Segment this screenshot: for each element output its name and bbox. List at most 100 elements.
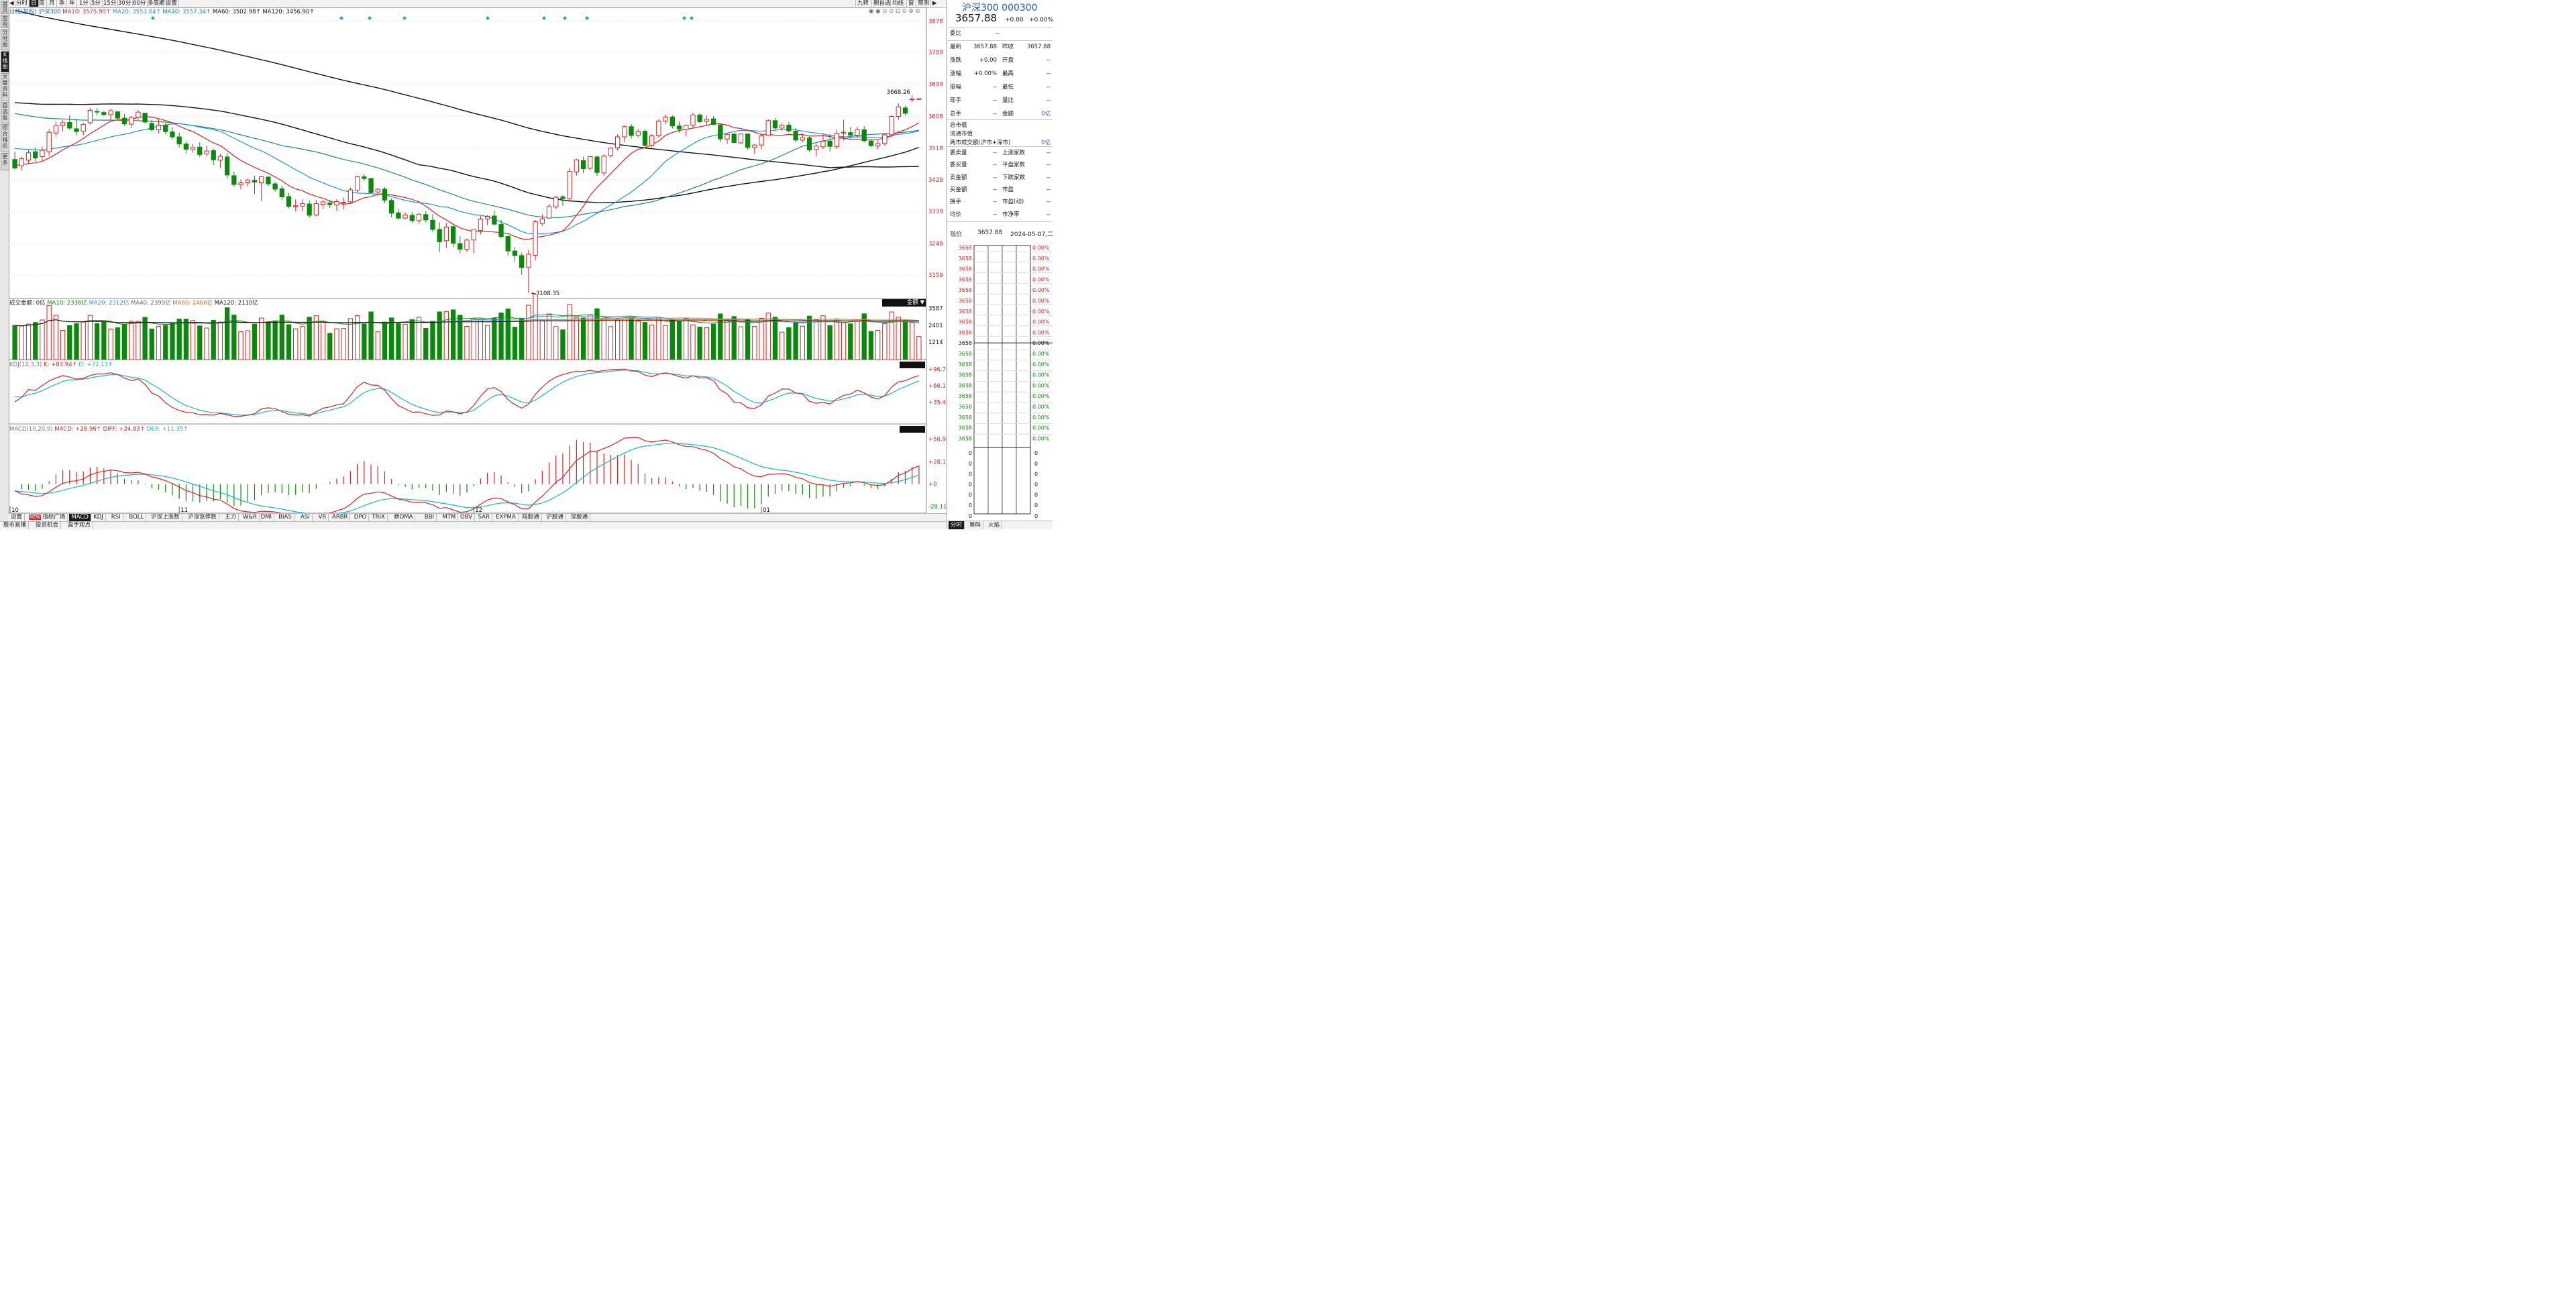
bottom-link-1[interactable]: 投资机会 xyxy=(34,522,62,529)
indicator-tab-18[interactable]: BBI xyxy=(423,514,437,521)
mini-vol-left: 0 xyxy=(969,492,972,498)
mini-price-up: 3658 xyxy=(959,329,972,335)
quote-tab-1[interactable]: 筹码 xyxy=(967,521,984,529)
period-1[interactable]: 日 xyxy=(30,0,39,7)
indicator-tab-17[interactable]: 新DMA xyxy=(392,514,416,521)
candle-body xyxy=(868,140,874,146)
row-label: 振幅 xyxy=(950,84,962,91)
candle-body xyxy=(594,156,600,173)
kdj-toggle[interactable] xyxy=(900,362,925,368)
macd-diff-line xyxy=(14,437,920,513)
indicator-tab-6[interactable]: 沪深上涨数 xyxy=(149,514,182,521)
toolbar-btn-4[interactable]: 预测 xyxy=(916,0,930,7)
toolbar-btn-3[interactable]: 窗 xyxy=(906,0,916,7)
volume-bar xyxy=(136,321,141,360)
volume-bar xyxy=(307,317,312,360)
indicator-tab-22[interactable]: EXPMA xyxy=(494,514,519,521)
indicator-tab-5[interactable]: BOLL xyxy=(127,514,147,521)
chart-tool-icons[interactable]: ◉ ◉ ⊙ ⊙ ⊡ ⊙ ⊕ ⊖ xyxy=(869,8,920,15)
indicator-tab-19[interactable]: MTM xyxy=(440,514,459,521)
period-12[interactable]: 设置 xyxy=(164,0,180,7)
mini-price-up: 3658 xyxy=(959,298,972,304)
kline-chart[interactable]: 3878 3789 3699 3608 3518 3429 3339 3248 3159 3668… xyxy=(9,7,946,513)
period-5[interactable]: 年 xyxy=(68,0,77,7)
period-11[interactable]: 多周期 xyxy=(146,0,167,7)
candle-body xyxy=(416,213,422,221)
bottom-link-0[interactable]: 股市直播 xyxy=(1,522,30,529)
sidebar-tab-1[interactable]: 应用 xyxy=(1,15,9,28)
row-value: -- xyxy=(992,211,997,218)
ma20-label: MA20: 3553.84↑ xyxy=(112,9,161,15)
indicator-tab-9[interactable]: W&R xyxy=(241,514,260,521)
volume-bar xyxy=(546,313,552,360)
indicator-tab-24[interactable]: 沪股通 xyxy=(544,514,566,521)
period-3[interactable]: 月 xyxy=(48,0,57,7)
row-label: 卖金额 xyxy=(950,174,967,181)
row-value: -- xyxy=(992,199,997,206)
indicator-tab-0[interactable]: 设置 xyxy=(9,514,25,521)
candle-body xyxy=(464,239,470,250)
ma40-label: MA40: 3557.34↑ xyxy=(162,9,211,15)
indicator-tab-11[interactable]: BIAS xyxy=(276,514,294,521)
indicator-tab-label: DMI xyxy=(260,514,272,521)
period-0[interactable]: 分时 xyxy=(15,0,30,7)
indicator-tab-15[interactable]: DPO xyxy=(352,514,370,521)
period-4[interactable]: 季 xyxy=(58,0,67,7)
volume-bar xyxy=(272,320,278,360)
sidebar-tab-2[interactable]: 分时图 xyxy=(1,29,9,50)
indicator-tab-12[interactable]: ASI xyxy=(299,514,313,521)
indicator-tab-14[interactable]: ARBR xyxy=(330,514,351,521)
indicator-tab-2[interactable]: MACD xyxy=(69,514,91,521)
indicator-tab-23[interactable]: 陆股通 xyxy=(520,514,542,521)
candle-body xyxy=(33,151,38,159)
indicator-tab-13[interactable]: VR xyxy=(317,514,329,521)
period-8[interactable]: 15分 xyxy=(102,0,119,7)
indicator-tab-20[interactable]: OBV xyxy=(458,514,476,521)
event-marker xyxy=(151,16,155,20)
volume-bar xyxy=(423,327,429,360)
indicator-tab-25[interactable]: 深股通 xyxy=(569,514,591,521)
candle-body xyxy=(19,158,24,166)
toolbar-btn-2[interactable]: 均线 xyxy=(890,0,905,7)
nav-forward-icon[interactable]: ▶ xyxy=(930,0,938,7)
event-marker xyxy=(585,16,589,20)
indicator-tab-8[interactable]: 主力 xyxy=(223,514,239,521)
toolbar-btn-1[interactable]: 删自选 xyxy=(871,0,892,7)
indicator-tab-21[interactable]: SAR xyxy=(476,514,492,521)
bottom-link-2[interactable]: 高手观点 xyxy=(66,522,94,529)
period-6[interactable]: 1分 xyxy=(78,0,91,7)
mini-vol-right: 0 xyxy=(1034,492,1038,498)
period-9[interactable]: 30分 xyxy=(117,0,133,7)
indicator-tab-16[interactable]: TRIX xyxy=(370,514,388,521)
period-7[interactable]: 5分 xyxy=(90,0,103,7)
indicator-tab-1[interactable]: NEW 指标广场 xyxy=(27,514,68,521)
period-10[interactable]: 60分 xyxy=(131,0,148,7)
quote-tab-0[interactable]: 分时 xyxy=(949,521,965,529)
event-marker xyxy=(368,16,372,20)
sidebar-tab-6[interactable]: 综合排名 xyxy=(1,124,9,152)
mini-price-up: 3658 xyxy=(959,287,972,293)
indicator-tab-10[interactable]: DMI xyxy=(259,514,274,521)
volume-bar xyxy=(492,318,497,360)
market-row: 流通市值 xyxy=(950,129,1051,139)
macd-toggle[interactable] xyxy=(900,426,925,433)
indicator-tab-7[interactable]: 沪深涨停数 xyxy=(186,514,219,521)
candle-body xyxy=(313,203,319,215)
mini-pct-down: 0.00% xyxy=(1032,435,1050,441)
mini-price-down: 3658 xyxy=(959,415,972,421)
toolbar-btn-0[interactable]: 九转 xyxy=(855,0,870,7)
candle-body xyxy=(211,150,216,160)
indicator-tab-3[interactable]: KDJ xyxy=(91,514,106,521)
indicator-tab-4[interactable]: RSI xyxy=(109,514,123,521)
candle-body xyxy=(882,134,888,144)
candle-body xyxy=(80,124,86,132)
quote-tab-2[interactable]: 火焰 xyxy=(986,521,1003,529)
quote-row: 涨幅 +0.00% 最高 -- xyxy=(950,69,1051,78)
nav-back-icon[interactable]: ◀ xyxy=(9,0,15,7)
volume-bar xyxy=(266,321,271,360)
period-2[interactable]: 周 xyxy=(38,0,47,7)
mini-intraday-chart[interactable]: 3658 0.00% 3658 0.00% 3658 0.00% 3658 0.00% 3658… xyxy=(947,241,1053,520)
candle-body xyxy=(793,131,798,141)
amount-dropdown[interactable]: 金额 ▼ xyxy=(882,299,926,307)
market-label: 两市成交额(沪市+深市) xyxy=(950,140,1011,146)
